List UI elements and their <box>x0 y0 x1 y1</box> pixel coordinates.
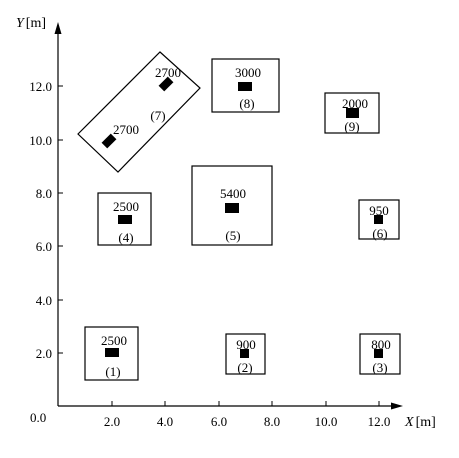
zone-4-source-marker <box>118 215 132 224</box>
x-axis-title: X [m] <box>404 415 436 430</box>
zone-9-boundary <box>324 92 380 134</box>
x-tick-label: 10.0 <box>315 414 338 429</box>
zone-9-value: 2000 <box>342 96 368 111</box>
x-tick-labels: 2.0 4.0 6.0 8.0 10.0 12.0 <box>104 414 391 429</box>
x-axis-unit: [m] <box>416 415 436 430</box>
zone-1-value: 2500 <box>101 333 127 348</box>
zone-5-boundary <box>191 165 273 246</box>
zone-4-value: 2500 <box>113 199 139 214</box>
zone-7: 2700 2700 (7) <box>77 51 201 173</box>
x-tick-label: 12.0 <box>368 414 391 429</box>
zone-2: 900 (2) <box>225 333 266 375</box>
zone-7-value-b: 2700 <box>113 122 139 137</box>
zone-5-value: 5400 <box>220 186 246 201</box>
x-tick-label: 4.0 <box>157 414 173 429</box>
y-tick-label: 12.0 <box>29 79 52 94</box>
zone-2-label: (2) <box>237 360 252 375</box>
zone-6-boundary <box>358 199 400 240</box>
y-ticks <box>58 85 63 354</box>
y-axis-var: Y <box>16 16 26 31</box>
zone-5-label: (5) <box>225 228 240 243</box>
zone-6: 950 (6) <box>358 199 400 241</box>
zone-5: 5400 (5) <box>191 165 273 246</box>
zone-3-label: (3) <box>372 360 387 375</box>
zone-7-value-a: 2700 <box>155 65 181 80</box>
zone-3-boundary <box>359 333 401 375</box>
y-tick-label: 4.0 <box>36 293 52 308</box>
y-tick-label: 6.0 <box>36 239 52 254</box>
zone-3: 800 (3) <box>359 333 401 375</box>
x-tick-label: 2.0 <box>104 414 120 429</box>
zone-6-value: 950 <box>369 203 389 218</box>
zone-7-source-marker-a <box>158 76 174 92</box>
zone-4: 2500 (4) <box>97 192 152 246</box>
y-tick-label: 2.0 <box>36 346 52 361</box>
zone-8-value: 3000 <box>235 65 261 80</box>
zone-8: 3000 (8) <box>211 58 280 113</box>
y-tick-label: 10.0 <box>29 133 52 148</box>
zone-3-source-marker <box>374 349 383 358</box>
y-axis-unit: [m] <box>26 16 46 31</box>
x-ticks <box>111 401 380 406</box>
zone-2-value: 900 <box>236 337 256 352</box>
zone-5-source-marker <box>225 203 239 213</box>
x-tick-label: 6.0 <box>211 414 227 429</box>
y-tick-label: 8.0 <box>36 186 52 201</box>
zone-1: 2500 (1) <box>84 326 139 381</box>
zone-7-label: (7) <box>150 108 165 123</box>
zone-8-boundary <box>211 58 280 113</box>
zone-4-boundary <box>97 192 152 246</box>
x-axis-arrow <box>391 402 403 410</box>
y-axis-arrow <box>54 22 62 34</box>
x-axis-var: X <box>404 415 414 430</box>
zone-2-source-marker <box>240 349 249 358</box>
zone-6-source-marker <box>374 215 383 224</box>
zone-1-source-marker <box>105 348 119 357</box>
y-axis-title: Y [m] <box>16 16 46 31</box>
zone-7-source-marker-b <box>101 133 117 149</box>
x-tick-label: 8.0 <box>264 414 280 429</box>
zone-6-label: (6) <box>372 226 387 241</box>
zone-8-label: (8) <box>239 96 254 111</box>
origin-label: 0.0 <box>30 410 46 425</box>
y-tick-labels: 2.0 4.0 6.0 8.0 10.0 12.0 <box>29 79 52 361</box>
zone-9-source-marker <box>346 108 359 118</box>
zone-3-value: 800 <box>371 337 391 352</box>
zone-8-source-marker <box>238 82 252 91</box>
zone-1-boundary <box>84 326 139 381</box>
zone-9: 2000 (9) <box>324 92 380 134</box>
zone-7-boundary <box>77 51 201 173</box>
zone-2-boundary <box>225 333 266 375</box>
zone-4-label: (4) <box>118 230 133 245</box>
zone-9-label: (9) <box>344 119 359 134</box>
zone-1-label: (1) <box>105 364 120 379</box>
